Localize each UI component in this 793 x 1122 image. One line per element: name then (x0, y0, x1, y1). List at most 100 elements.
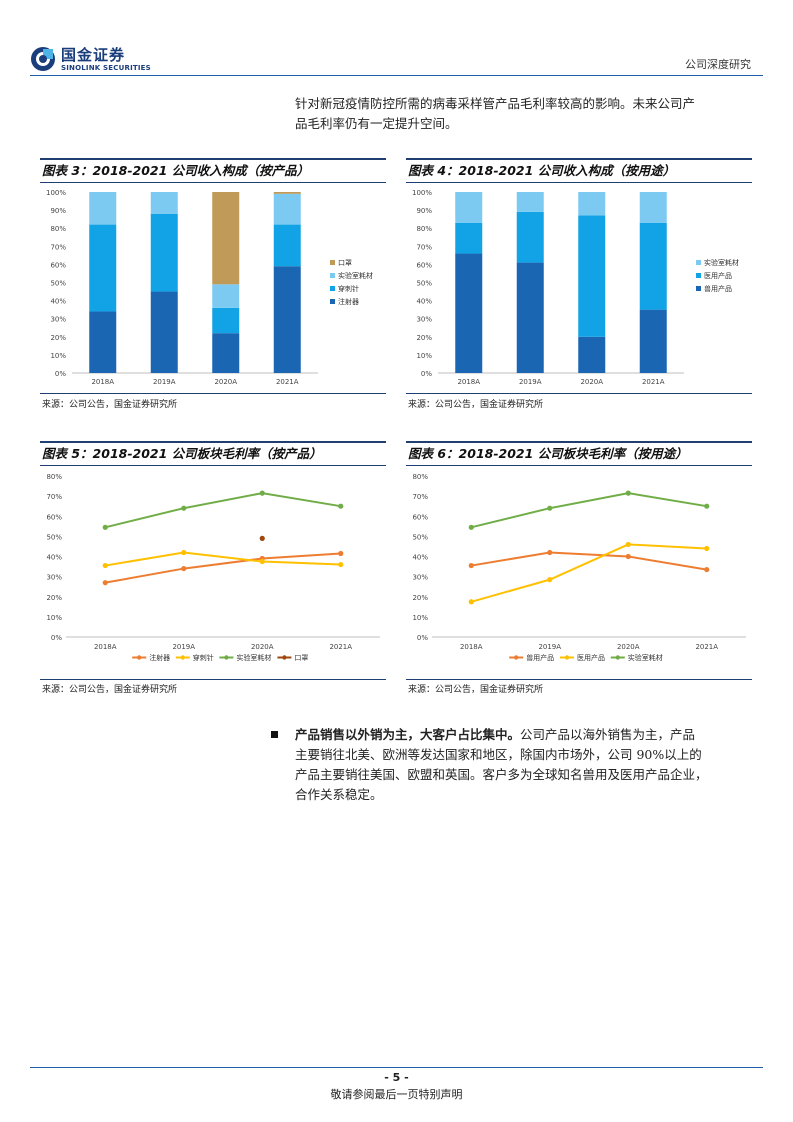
fig4-chart: 0% 10% 20% 30% 40% 50% 60% 70% 80% 90% 100% 2018A 20… (412, 189, 739, 386)
fig6-point (625, 541, 631, 548)
fig6-series-line (471, 492, 707, 529)
fig4-y-tick: 90% (416, 207, 432, 215)
fig6-point (468, 562, 474, 569)
fig6-point (547, 577, 553, 583)
bullet-line-1: 产品销售以外销为主，大客户占比集中。公司产品以海外销售为主，产品 (295, 725, 695, 745)
fig3-bar (273, 224, 301, 267)
fig4-bar (639, 309, 667, 373)
fig6-source: 来源：公司公告，国金证券研究所 (408, 685, 544, 695)
fig6-chart: 0% 10% 20% 30% 40% 50% 60% 70% 80% 2018A 2019A 2020… (412, 473, 746, 662)
fig6-y-tick: 10% (412, 614, 428, 622)
fig5-y-tick: 0% (51, 634, 62, 642)
fig4-y-tick: 50% (416, 280, 432, 288)
fig4-y-tick: 30% (416, 316, 432, 324)
fig3-y-tick: 60% (50, 261, 66, 269)
fig5-y-tick: 10% (46, 614, 62, 622)
fig6-y-tick: 30% (412, 574, 428, 582)
fig4-legend-swatch (696, 273, 701, 278)
fig3-legend-swatch (330, 260, 335, 265)
fig3-legend-swatch (330, 299, 335, 304)
fig5-point (338, 561, 344, 568)
fig4-rule-under-title (406, 182, 752, 183)
fig6-point (704, 566, 710, 573)
fig3-source: 来源：公司公告，国金证券研究所 (42, 400, 178, 410)
bullet-line-1-text: 公司产品以海外销售为主，产品 (520, 727, 696, 742)
fig5-x-tick: 2019A (172, 643, 195, 651)
fig4-bar (639, 192, 667, 223)
fig4-y-tick: 80% (416, 225, 432, 233)
bullet-marker (271, 731, 278, 738)
fig5-point (181, 549, 187, 556)
fig3-title: 图表 3：2018-2021 公司收入构成（按产品） (42, 163, 310, 178)
fig6-rule-under-title (406, 465, 752, 466)
header-divider (30, 75, 763, 76)
fig5-legend-label: 实验室耗材 (236, 653, 271, 662)
fig6-point (704, 545, 710, 552)
fig3-bar (150, 192, 178, 214)
fig6-legend-label: 兽用产品 (526, 653, 554, 662)
fig3-y-tick: 40% (50, 298, 66, 306)
fig6-title: 图表 6：2018-2021 公司板块毛利率（按用途） (408, 446, 688, 461)
fig6-point (468, 599, 474, 605)
fig4-y-tick: 10% (416, 352, 432, 360)
fig6-y-tick: 80% (412, 473, 428, 481)
fig5-y-tick: 20% (46, 594, 62, 602)
fig3-y-tick: 70% (50, 243, 66, 251)
fig3-legend-swatch (330, 286, 335, 291)
fig6-rule-bottom (406, 679, 752, 680)
fig4-rule-bottom (406, 393, 752, 394)
fig5-point (181, 565, 187, 572)
fig5-legend-label: 注射器 (149, 653, 170, 662)
fig3-x-tick: 2021A (276, 378, 299, 386)
fig6-y-tick: 50% (412, 533, 428, 541)
fig3-y-tick: 80% (50, 225, 66, 233)
fig3-legend-label: 穿刺针 (338, 284, 359, 293)
fig5-x-tick: 2020A (251, 643, 274, 651)
fig5-series-line (105, 492, 341, 529)
fig3-bar (212, 333, 240, 373)
fig3-bar (273, 192, 301, 194)
fig3-x-tick: 2018A (91, 378, 114, 386)
fig5-legend-marker (137, 655, 142, 660)
fig3-rule-under-title (40, 182, 386, 183)
fig5-series-line (105, 552, 341, 584)
fig6-y-tick: 40% (412, 554, 428, 562)
fig5-y-tick: 50% (46, 533, 62, 541)
fig3-bar (150, 291, 178, 373)
fig6-point (625, 553, 631, 560)
fig3-bar (212, 307, 240, 334)
fig4-legend-swatch (696, 260, 701, 265)
fig4-bar (578, 336, 606, 373)
fig3-y-tick: 30% (50, 316, 66, 324)
fig3-x-tick: 2020A (214, 378, 237, 386)
footer-disclaimer: 敬请参阅最后一页特别声明 (330, 1088, 463, 1101)
fig5-rule-bottom (40, 679, 386, 680)
fig4-rule-top (406, 158, 752, 160)
company-logo (30, 46, 56, 72)
fig5-title: 图表 5：2018-2021 公司板块毛利率（按产品） (42, 446, 322, 461)
intro-line-1: 针对新冠疫情防控所需的病毒采样管产品毛利率较高的影响。未来公司产 (295, 96, 696, 111)
fig6-point (547, 549, 553, 556)
fig4-legend-label: 实验室耗材 (704, 258, 739, 267)
footer-divider (30, 1067, 763, 1068)
fig6-y-tick: 0% (417, 634, 428, 642)
fig3-y-tick: 20% (50, 334, 66, 342)
fig3-bar (273, 266, 301, 373)
fig3-legend-label: 注射器 (338, 297, 359, 306)
fig6-legend-marker (615, 655, 620, 660)
fig3-rule-bottom (40, 393, 386, 394)
brand-name-cn: 国金证券 (61, 46, 126, 64)
fig5-point (338, 550, 344, 557)
fig5-point (259, 490, 265, 496)
fig5-rule-under-title (40, 465, 386, 466)
fig4-x-tick: 2019A (519, 378, 542, 386)
fig6-x-tick: 2019A (538, 643, 561, 651)
fig5-legend-marker (180, 655, 185, 660)
fig5-legend-label: 口罩 (294, 654, 308, 662)
fig5-point (102, 580, 108, 586)
fig4-y-tick: 20% (416, 334, 432, 342)
fig4-legend-label: 医用产品 (704, 271, 732, 280)
fig6-legend-label: 医用产品 (577, 653, 605, 662)
fig4-bar (455, 192, 483, 223)
fig4-legend-swatch (696, 286, 701, 291)
